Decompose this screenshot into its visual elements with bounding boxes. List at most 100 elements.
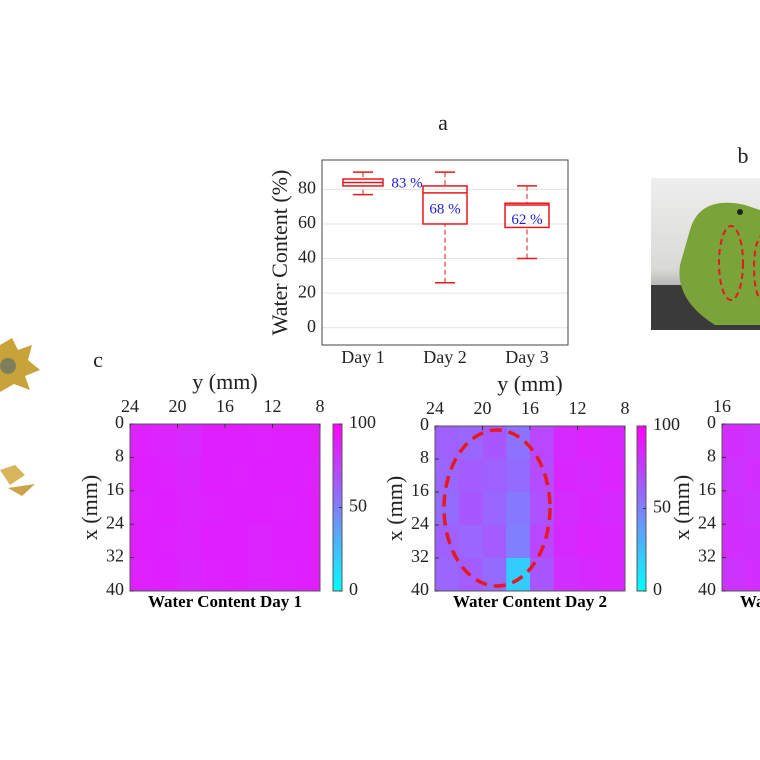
highlight-ellipse — [442, 428, 552, 588]
heatmap-cell — [177, 490, 202, 525]
y-tick-label: 32 — [106, 546, 124, 566]
heatmap-cell — [601, 459, 626, 493]
y-tick-label: 16 — [411, 480, 429, 500]
heatmap-cell — [296, 524, 321, 559]
heatmap-cell — [177, 457, 202, 492]
plot-frame — [321, 159, 569, 346]
y-tick-label: 60 — [298, 212, 316, 232]
colorbar-tick-label: 0 — [653, 579, 662, 599]
heatmap-cell — [722, 490, 747, 525]
y-tick-label: 8 — [420, 447, 429, 467]
heatmap-cell — [225, 457, 250, 492]
y-tick-label: 0 — [115, 412, 124, 432]
heatmap-title: Water Content Day 3 — [740, 592, 760, 611]
heatmap-cell — [530, 426, 555, 460]
heatmap-cell — [248, 424, 273, 458]
x-tick-label: Day 1 — [341, 347, 385, 367]
y-tick-label: 20 — [298, 281, 316, 301]
heatmap-cell — [153, 457, 178, 492]
heatmap-cell — [482, 525, 507, 559]
y-tick-label: 80 — [298, 178, 316, 198]
heatmap-cell — [130, 424, 155, 458]
heatmap-cell — [435, 558, 460, 592]
heatmap-cell — [577, 459, 602, 493]
heatmap-cell — [201, 524, 226, 559]
heatmap-cell — [225, 557, 250, 592]
heatmap-cell — [530, 525, 555, 559]
y-tick-label: 16 — [106, 479, 124, 499]
heatmap-cell — [458, 426, 483, 460]
heatmap-cell — [601, 525, 626, 559]
colorbar-tick-label: 50 — [349, 496, 367, 516]
y-tick-label: 40 — [411, 579, 429, 599]
heatmap-cell — [722, 424, 747, 458]
heatmap-cell — [296, 490, 321, 525]
panel-label: c — [93, 347, 103, 372]
heatmap-cell — [272, 424, 297, 458]
heatmap-cell — [435, 426, 460, 460]
heatmap-cell — [553, 459, 578, 493]
heatmap-cell — [482, 492, 507, 526]
y-axis-label: Water Content (%) — [267, 170, 292, 336]
heatmap-cell — [272, 524, 297, 559]
y-tick-label: 40 — [106, 579, 124, 599]
heatmap-cell — [130, 557, 155, 592]
x-tick-label: 24 — [426, 398, 444, 418]
heatmap-cell — [577, 426, 602, 460]
x-tick-label: 16 — [713, 396, 731, 416]
heatmap-cell — [722, 457, 747, 492]
box — [504, 202, 550, 229]
heatmap-cell — [248, 457, 273, 492]
heatmap-cell — [482, 459, 507, 493]
heatmap-cell — [296, 424, 321, 458]
x-tick-label: 8 — [621, 398, 630, 418]
heatmap-cell — [177, 557, 202, 592]
heatmap-cell — [745, 490, 760, 525]
x-tick-label: 16 — [521, 398, 539, 418]
colorbar-tick-label: 100 — [653, 414, 680, 434]
heatmap-cell — [225, 524, 250, 559]
y-tick-label: 40 — [298, 247, 316, 267]
panel-label: b — [738, 143, 749, 168]
heatmap-cell — [296, 457, 321, 492]
y-tick-label: 24 — [698, 512, 716, 532]
heatmap-cell — [153, 557, 178, 592]
heatmap-cell — [201, 490, 226, 525]
heatmap-cell — [601, 558, 626, 592]
y-axis-label: x (mm) — [77, 475, 102, 540]
heatmap-cell — [177, 424, 202, 458]
heatmap-cell — [577, 525, 602, 559]
heatmap-cell — [506, 492, 531, 526]
x-tick-label: 12 — [264, 396, 282, 416]
x-tick-label: 20 — [169, 396, 187, 416]
heatmap-cell — [130, 524, 155, 559]
x-axis-label: y (mm) — [497, 371, 562, 396]
heatmap-cell — [435, 492, 460, 526]
heatmap-cell — [272, 490, 297, 525]
heatmap-cell — [201, 557, 226, 592]
y-tick-label: 32 — [698, 546, 716, 566]
heatmap-cell — [248, 524, 273, 559]
heatmap-cell — [248, 490, 273, 525]
y-tick-label: 8 — [115, 446, 124, 466]
heatmap-cell — [201, 457, 226, 492]
heatmap-cell — [153, 424, 178, 458]
heatmap-cell — [601, 426, 626, 460]
heatmap-cell — [458, 459, 483, 493]
heatmap-title: Water Content Day 1 — [148, 592, 302, 611]
heatmap-cell — [745, 524, 760, 559]
y-tick-label: 0 — [420, 414, 429, 434]
heatmap-cell — [272, 557, 297, 592]
heatmap-cell — [553, 492, 578, 526]
heatmap-cell — [458, 525, 483, 559]
heatmap-cell — [506, 558, 531, 592]
heatmap-cell — [201, 424, 226, 458]
y-tick-label: 24 — [411, 513, 429, 533]
heatmap-cell — [722, 524, 747, 559]
y-tick-label: 0 — [707, 412, 716, 432]
heatmap-cell — [745, 557, 760, 592]
colorbar-tick-label: 50 — [653, 497, 671, 517]
y-tick-label: 8 — [707, 446, 716, 466]
y-tick-label: 24 — [106, 512, 124, 532]
y-tick-label: 0 — [307, 316, 316, 336]
